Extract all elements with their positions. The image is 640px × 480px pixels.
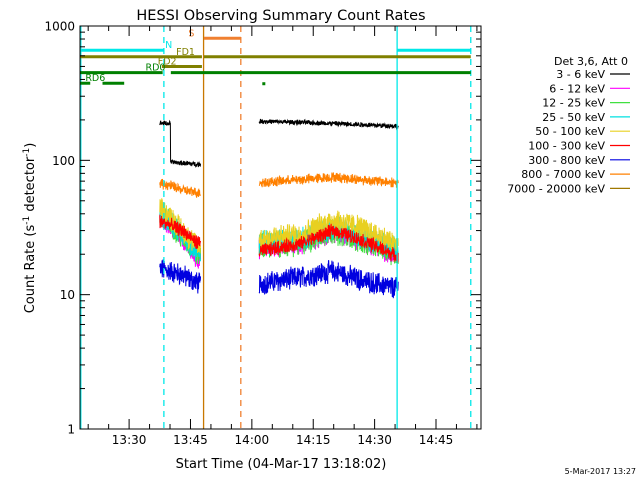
series-300to800kev-segment-1 — [159, 259, 202, 294]
flag-label-rd6: RD6 — [85, 73, 105, 84]
legend-header: Det 3,6, Att 0 — [554, 55, 628, 68]
y-tick-label: 100 — [52, 154, 75, 168]
axis-layer: 1 10 100 1000 13:30 13:45 14:00 14:15 14:30 14:45 — [44, 20, 482, 447]
series-300to800kev-segment-2 — [258, 260, 399, 299]
marker-layer — [80, 26, 472, 429]
series-800to7000kev-segment-1 — [159, 178, 201, 198]
flag-label-fd2: FD2 — [158, 56, 177, 67]
flag-label-s: S — [188, 28, 194, 39]
series-100to300kev-segment-1 — [159, 215, 202, 249]
chart-title: HESSI Observing Summary Count Rates — [136, 8, 425, 24]
y-tick-label: 1000 — [44, 20, 75, 34]
legend-label: 7000 - 20000 keV — [507, 182, 605, 195]
footer-timestamp: 5-Mar-2017 13:27 — [565, 467, 636, 476]
x-tick-label: 14:30 — [357, 433, 392, 447]
flag-label-fd1: FD1 — [176, 47, 195, 58]
legend-label: 3 - 6 keV — [556, 68, 605, 81]
x-tick-label: 13:30 — [112, 433, 147, 447]
series-50to100kev-segment-2 — [258, 210, 399, 253]
series-800to7000kev-segment-2 — [258, 172, 399, 188]
y-tick-label: 1 — [67, 423, 75, 437]
flag-dot-rd0 — [262, 82, 266, 86]
y-axis-label-text: Count Rate (s-1 detector-1) — [22, 143, 38, 314]
flag-label-rd0: RD0 — [145, 63, 165, 74]
x-tick-label: 13:45 — [173, 433, 208, 447]
x-tick-label: 14:00 — [235, 433, 270, 447]
legend-label: 800 - 7000 keV — [521, 168, 605, 181]
legend-label: 12 - 25 keV — [542, 97, 605, 110]
legend-label: 50 - 100 keV — [535, 125, 605, 138]
x-tick-label: 14:45 — [419, 433, 454, 447]
legend-label: 300 - 800 keV — [528, 154, 605, 167]
x-tick-label: 14:15 — [296, 433, 331, 447]
plot-frame — [79, 25, 482, 430]
series-100to300kev-segment-2 — [258, 223, 399, 264]
legend-label: 100 - 300 keV — [528, 140, 605, 153]
y-tick-label: 10 — [60, 288, 75, 302]
series-3to6kev-segment-1 — [159, 119, 202, 168]
flag-label-n: N — [165, 40, 172, 51]
series-3to6kev-segment-2 — [258, 118, 399, 131]
legend-label: 6 - 12 keV — [549, 82, 605, 95]
x-axis-label: Start Time (04-Mar-17 13:18:02) — [176, 457, 387, 472]
data-layer — [159, 118, 399, 299]
legend-label: 25 - 50 keV — [542, 111, 605, 124]
y-axis-label: Count Rate (s-1 detector-1) — [22, 143, 38, 314]
